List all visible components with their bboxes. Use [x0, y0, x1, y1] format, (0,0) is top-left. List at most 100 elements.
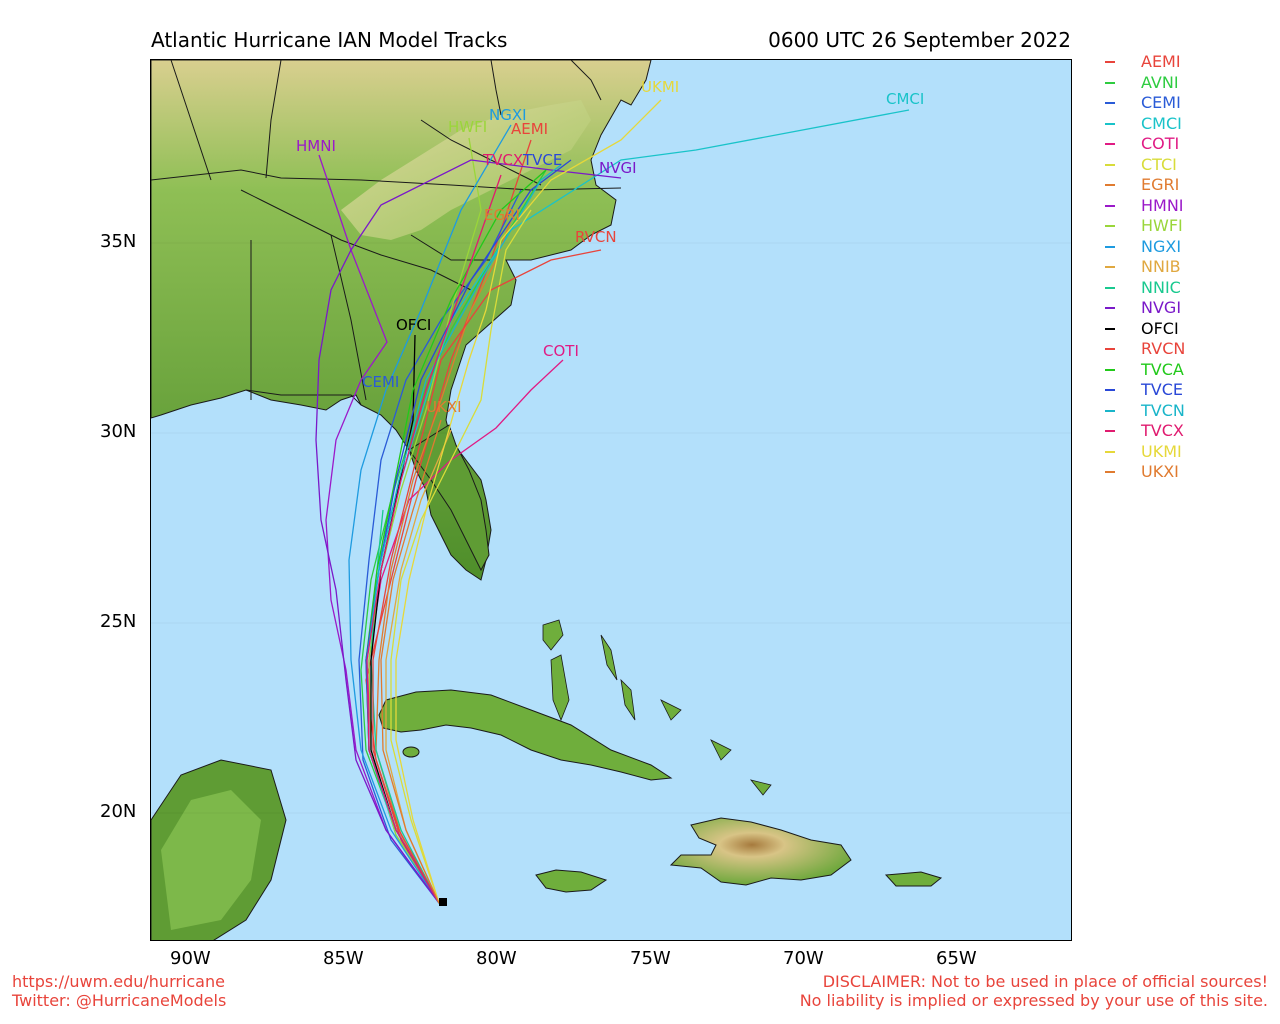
appalachians [341, 100, 591, 240]
legend-item-avni: AVNI [1105, 73, 1275, 93]
legend-label: OFCI [1141, 318, 1179, 338]
legend-swatch [1105, 225, 1115, 227]
legend-swatch [1105, 368, 1115, 371]
legend-label: UKMI [1141, 441, 1182, 461]
legend-item-ngxi: NGXI [1105, 237, 1275, 257]
lon-tick-85w: 85W [323, 948, 364, 969]
track-label-hmni: HMNI [296, 137, 336, 155]
track-tvcx [366, 174, 502, 904]
legend-swatch [1105, 409, 1115, 412]
legend-item-hmni: HMNI [1105, 196, 1275, 216]
lon-tick-75w: 75W [630, 948, 671, 969]
legend-swatch [1105, 245, 1115, 248]
legend-item-ctci: CTCI [1105, 155, 1275, 175]
legend-swatch [1105, 327, 1115, 330]
map-canvas[interactable]: AEMI CMCI COTI EGRI HMNI HWFI NGXI NVGI … [150, 59, 1072, 941]
track-label-ukxi: UKXI [426, 398, 462, 416]
legend-swatch [1105, 266, 1115, 268]
lat-tick-20n: 20N [100, 801, 137, 822]
legend-item-ukxi: UKXI [1105, 462, 1275, 482]
legend-item-tvcx: TVCX [1105, 421, 1275, 441]
legend-swatch [1105, 163, 1115, 166]
legend-swatch [1105, 143, 1115, 145]
track-label-cmci: CMCI [886, 90, 924, 108]
track-ukxi [380, 419, 442, 904]
legend-item-nnic: NNIC [1105, 278, 1275, 298]
track-label-coti: COTI [543, 342, 579, 360]
disclaimer: DISCLAIMER: Not to be used in place of o… [800, 972, 1268, 1010]
track-nvgi [315, 159, 622, 904]
storm-origin-marker [439, 898, 447, 906]
footer-left: https://uwm.edu/hurricane Twitter: @Hurr… [12, 972, 226, 1010]
legend-swatch [1105, 102, 1115, 104]
legend-swatch [1105, 81, 1115, 84]
legend-swatch [1105, 389, 1115, 391]
legend-swatch [1105, 184, 1115, 186]
legend-label: COTI [1141, 134, 1180, 153]
legend-label: AVNI [1141, 72, 1179, 92]
legend-item-egri: EGRI [1105, 175, 1275, 195]
legend-swatch [1105, 307, 1115, 309]
source-link[interactable]: https://uwm.edu/hurricane [12, 972, 225, 991]
lon-tick-90w: 90W [170, 948, 211, 969]
legend-label: NVGI [1141, 298, 1182, 317]
map-timestamp: 0600 UTC 26 September 2022 [768, 28, 1071, 52]
legend-swatch [1105, 471, 1115, 473]
legend-label: TVCA [1141, 359, 1184, 379]
legend-label: CTCI [1141, 154, 1177, 174]
disclaimer-line-2: No liability is implied or expressed by … [799, 991, 1268, 1010]
track-label-aemi: AEMI [511, 120, 548, 138]
legend-item-nnib: NNIB [1105, 257, 1275, 277]
map-title: Atlantic Hurricane IAN Model Tracks [151, 28, 508, 52]
lat-tick-35n: 35N [100, 231, 137, 252]
hispaniola [669, 817, 852, 886]
cuba [378, 689, 673, 781]
bahamas [542, 619, 772, 796]
lon-tick-70w: 70W [783, 948, 824, 969]
track-aemi [365, 139, 532, 904]
legend-label: TVCE [1141, 380, 1183, 399]
puerto-rico [884, 871, 943, 887]
legend-item-nvgi: NVGI [1105, 298, 1275, 318]
track-cemi [358, 189, 522, 904]
jamaica [535, 869, 608, 893]
legend-label: HMNI [1141, 195, 1184, 215]
track-label-ofci: OFCI [396, 316, 431, 334]
legend-item-tvca: TVCA [1105, 360, 1275, 380]
legend-swatch [1105, 430, 1115, 432]
map-svg: AEMI CMCI COTI EGRI HMNI HWFI NGXI NVGI … [151, 60, 1071, 940]
lat-tick-30n: 30N [100, 421, 137, 442]
track-label-ngxi: NGXI [489, 106, 527, 124]
legend-swatch [1105, 348, 1115, 350]
legend-label: NGXI [1141, 236, 1182, 256]
twitter-handle: Twitter: @HurricaneModels [12, 991, 227, 1010]
track-label-egri: EGRI [484, 206, 520, 224]
track-ngxi [348, 124, 512, 904]
legend-item-hwfi: HWFI [1105, 216, 1275, 236]
track-label-cemi: CEMI [362, 373, 399, 391]
model-tracks [315, 99, 910, 904]
track-label-nvgi: NVGI [599, 159, 637, 177]
track-egri [375, 219, 512, 904]
legend-label: TVCN [1141, 400, 1185, 420]
track-ctci [390, 209, 532, 904]
legend-label: HWFI [1141, 216, 1183, 235]
legend-swatch [1105, 61, 1115, 63]
legend-item-rvcn: RVCN [1105, 339, 1275, 359]
track-rvcn [372, 249, 602, 904]
legend-item-aemi: AEMI [1105, 52, 1275, 72]
graticule [151, 242, 1071, 814]
legend-label: TVCX [1141, 421, 1184, 440]
legend-label: CEMI [1141, 93, 1181, 112]
track-label-hwfi: HWFI [448, 118, 487, 136]
legend-label: UKXI [1141, 462, 1179, 481]
track-label-tvce: TVCE [522, 151, 562, 169]
legend-label: EGRI [1141, 175, 1180, 194]
track-hmni [318, 154, 440, 904]
isle-of-youth [402, 746, 420, 758]
legend-item-ofci: OFCI [1105, 319, 1275, 339]
legend-label: NNIB [1141, 257, 1181, 276]
track-label-rvcn: RVCN [575, 228, 617, 246]
track-ukmi [395, 99, 662, 904]
lon-tick-80w: 80W [476, 948, 517, 969]
